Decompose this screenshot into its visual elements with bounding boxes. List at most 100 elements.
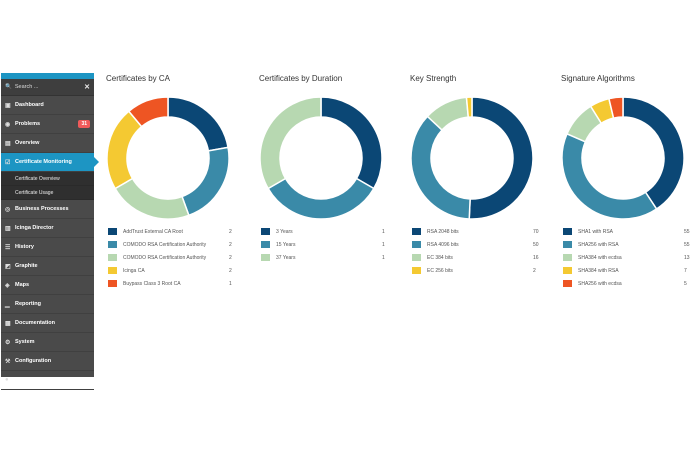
legend-item[interactable]: COMODO RSA Certification Authority 2	[108, 238, 243, 251]
problems-icon: ◉	[5, 121, 11, 128]
sidebar-item-label: Icinga Director	[15, 225, 54, 231]
sidebar-item-label: Overview	[15, 140, 40, 146]
donut-slice[interactable]	[410, 115, 471, 220]
legend-item[interactable]: RSA 2048 bits 70	[412, 225, 547, 238]
chart-title: Certificates by CA	[106, 74, 171, 83]
legend-swatch	[108, 228, 117, 235]
legend-label: Icinga CA	[123, 267, 145, 274]
sidebar-item-dashboard[interactable]: ▣ Dashboard	[1, 96, 94, 115]
legend-swatch	[412, 228, 421, 235]
legend-item[interactable]: RSA 4096 bits 50	[412, 238, 547, 251]
documentation-icon: ▩	[5, 320, 11, 327]
sidebar-item-history[interactable]: ☰ History	[1, 238, 94, 257]
legend-item[interactable]: SHA256 with RSA 55	[563, 238, 698, 251]
donut-slice[interactable]	[114, 177, 190, 220]
legend-item[interactable]: SHA384 with RSA 7	[563, 264, 698, 277]
chart-legend: SHA1 with RSA 55 SHA256 with RSA 55 SHA384 w…	[563, 225, 698, 290]
chart-title: Signature Algorithms	[561, 74, 635, 83]
legend-swatch	[261, 241, 270, 248]
search-input[interactable]: Search ...	[14, 84, 39, 90]
sidebar-item-label: icingaadmin	[15, 377, 48, 383]
donut-slice[interactable]	[465, 96, 473, 118]
legend-item[interactable]: Icinga CA 2	[108, 264, 243, 277]
donut-slice[interactable]	[320, 96, 383, 190]
legend-item[interactable]: 3 Years 1	[261, 225, 396, 238]
donut-slice[interactable]	[106, 110, 143, 190]
certificate-submenu: Certificate Overview Certificate Usage	[1, 172, 94, 200]
legend-swatch	[563, 228, 572, 235]
legend-value: 2	[229, 241, 232, 248]
legend-item[interactable]: EC 256 bits 2	[412, 264, 547, 277]
legend-item[interactable]: SHA1 with RSA 55	[563, 225, 698, 238]
donut-slice[interactable]	[167, 96, 229, 152]
sidebar-item-documentation[interactable]: ▩ Documentation	[1, 314, 94, 333]
sidebar-item-label: Graphite	[15, 263, 38, 269]
donut-slice[interactable]	[259, 96, 322, 190]
donut-slice[interactable]	[608, 96, 624, 120]
legend-value: 70	[533, 228, 539, 235]
sidebar-item-icinga-director[interactable]: ▥ Icinga Director	[1, 219, 94, 238]
donut-slice[interactable]	[181, 146, 230, 217]
legend-swatch	[412, 267, 421, 274]
donut-slice[interactable]	[127, 96, 169, 128]
legend-item[interactable]: COMODO RSA Certification Authority 2	[108, 251, 243, 264]
donut-slice[interactable]	[622, 96, 685, 211]
legend-label: COMODO RSA Certification Authority	[123, 254, 207, 261]
donut-slice[interactable]	[267, 177, 375, 220]
legend-item[interactable]: Buypass Class 3 Root CA 1	[108, 277, 243, 290]
legend-item[interactable]: SHA256 with ecdsa 5	[563, 277, 698, 290]
sidebar-item-reporting[interactable]: ▁ Reporting	[1, 295, 94, 314]
sidebar-item-problems[interactable]: ◉ Problems 31	[1, 115, 94, 134]
sidebar-item-configuration[interactable]: ⚒ Configuration	[1, 352, 94, 371]
chart-title: Key Strength	[410, 74, 457, 83]
sidebar-item-user[interactable]: ● icingaadmin	[1, 371, 94, 390]
legend-label: RSA 2048 bits	[427, 228, 459, 235]
submenu-item[interactable]: Certificate Usage	[1, 186, 94, 200]
certificate-icon: ☑	[5, 159, 11, 166]
sidebar-item-label: Dashboard	[15, 102, 44, 108]
legend-value: 1	[382, 228, 385, 235]
sidebar-item-overview[interactable]: ▤ Overview	[1, 134, 94, 153]
problems-count-badge: 31	[78, 120, 90, 128]
legend-swatch	[563, 280, 572, 287]
legend-item[interactable]: SHA384 with ecdsa 13	[563, 251, 698, 264]
sidebar-item-business-processes[interactable]: ◎ Business Processes	[1, 200, 94, 219]
legend-value: 16	[533, 254, 539, 261]
legend-value: 1	[229, 280, 232, 287]
sidebar-item-label: Configuration	[15, 358, 52, 364]
submenu-item[interactable]: Certificate Overview	[1, 172, 94, 186]
legend-label: COMODO RSA Certification Authority	[123, 241, 207, 248]
chart-legend: AddTrust External CA Root 2 COMODO RSA Cer…	[108, 225, 243, 290]
sidebar-item-certificate-monitoring[interactable]: ☑ Certificate Monitoring	[1, 153, 99, 172]
sidebar-item-system[interactable]: ⚙ System	[1, 333, 94, 352]
legend-label: EC 384 bits	[427, 254, 453, 261]
legend-swatch	[108, 254, 117, 261]
overview-icon: ▤	[5, 140, 11, 147]
legend-label: SHA256 with ecdsa	[578, 280, 622, 287]
donut-slice[interactable]	[561, 132, 658, 220]
legend-value: 1	[382, 254, 385, 261]
sidebar: 🔍 Search ... ✕ ▣ Dashboard ◉ Problems 31 ▤ Ove…	[1, 73, 99, 390]
sidebar-item-graphite[interactable]: ◩ Graphite	[1, 257, 94, 276]
close-icon[interactable]: ✕	[84, 84, 90, 91]
history-icon: ☰	[5, 244, 11, 251]
legend-item[interactable]: 37 Years 1	[261, 251, 396, 264]
search-bar[interactable]: 🔍 Search ... ✕	[1, 79, 94, 96]
search-icon: 🔍	[5, 84, 12, 90]
legend-swatch	[108, 267, 117, 274]
sidebar-item-maps[interactable]: ◈ Maps	[1, 276, 94, 295]
reporting-icon: ▁	[5, 301, 10, 308]
legend-value: 2	[533, 267, 536, 274]
legend-item[interactable]: EC 384 bits 16	[412, 251, 547, 264]
legend-label: RSA 4096 bits	[427, 241, 459, 248]
chart-title: Certificates by Duration	[259, 74, 343, 83]
donut-slice[interactable]	[468, 96, 534, 220]
legend-item[interactable]: AddTrust External CA Root 2	[108, 225, 243, 238]
legend-item[interactable]: 15 Years 1	[261, 238, 396, 251]
legend-label: 15 Years	[276, 241, 296, 248]
legend-value: 50	[533, 241, 539, 248]
donut-chart	[106, 96, 230, 220]
sidebar-item-label: Business Processes	[15, 206, 69, 212]
legend-value: 5	[684, 280, 687, 287]
chart-legend: RSA 2048 bits 70 RSA 4096 bits 50 EC 384 bit…	[412, 225, 547, 277]
